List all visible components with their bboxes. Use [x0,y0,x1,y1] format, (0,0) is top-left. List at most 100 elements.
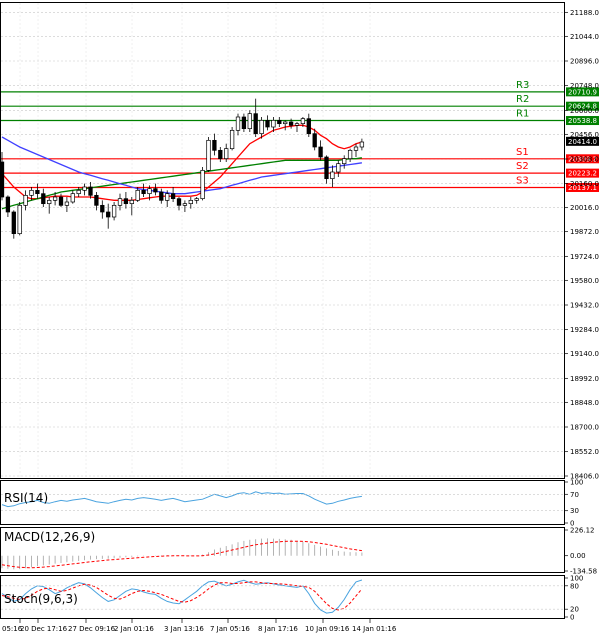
candle-body [153,188,158,193]
ma-line [1,157,362,210]
x-tick-label: 3 Jan 13:16 [164,625,204,633]
candle-body [330,171,335,180]
macd-indicator [1,538,363,570]
y-tick-label: 100 [570,575,583,583]
macd-signal-line [1,540,362,569]
y-tick-label: 0 [570,614,574,622]
y-tick-label: 18406.0 [570,473,599,481]
y-tick-label: 0 [570,520,574,528]
level-label-r2: R2 [516,94,529,105]
y-tick-label: 19724.0 [570,253,599,261]
candle-body [17,204,22,235]
candle-body [147,188,152,195]
candle-body [76,189,81,195]
y-tick-label: 18848.0 [570,399,599,407]
rsi-line [1,491,362,508]
y-axis: 21188.0 21044.0 20896.0 20748.0 20600.0 20456… [564,9,599,622]
candle-body [336,163,341,173]
candle-body [52,196,58,201]
candle-body [106,211,111,218]
candle-body [41,193,46,205]
candle-body [212,139,217,151]
y-tick-label: 21044.0 [570,33,599,41]
x-tick-label: 27 Dec 09:16 [68,625,116,633]
ma-line [1,124,363,201]
y-tick-label: 20748.0 [570,82,599,90]
stoch-indicator [1,579,564,614]
y-tick-label: 19872.0 [570,228,599,236]
candle-body [170,193,176,200]
candle-body [5,196,11,213]
candle-body [23,194,28,206]
candle-body [200,169,205,200]
candle-body [318,146,323,158]
candle-body [306,118,311,135]
y-tick-label: 20 [570,606,579,614]
x-tick-label: 8 Jan 17:16 [258,625,298,633]
candle-body [88,186,93,196]
candle-body [182,203,188,206]
y-tick-label: 18992.0 [570,375,599,383]
candle-body [283,121,288,125]
x-tick-label: 05:16 [2,625,23,633]
rsi-indicator [1,491,564,512]
level-label-s3: S3 [516,175,529,186]
rsi-title: RSI(14) [4,491,48,505]
candle-body [288,121,294,126]
candle-body [253,113,258,135]
candle-body [206,139,211,171]
level-label-r1: R1 [516,109,529,120]
candle-body [135,189,140,201]
y-tick-label: 100 [570,479,583,487]
candle-body [100,204,105,213]
main-pane[interactable] [0,2,565,479]
rsi-pane[interactable] [0,480,565,525]
candle-body [111,204,117,218]
candle-body [129,199,134,205]
level-label-r3: R3 [516,80,529,91]
ma-line [1,136,362,195]
pivot-levels: R3 20710.9 R2 20624.8 R1 20538.8 S1 20309.2 S2 20… [1,80,599,192]
macd-pane[interactable] [0,527,565,573]
candle-body [94,194,99,206]
candle-body [312,133,317,148]
level-price-text: 20223.2 [568,170,597,178]
candle-body [35,189,40,195]
level-price-text: 20137.1 [568,184,597,192]
x-tick-label: 7 Jan 05:16 [210,625,250,633]
x-tick-label: 20 Dec 17:16 [20,625,68,633]
candle-body [300,118,306,125]
y-tick-label: 80 [570,582,579,590]
candle-body [218,149,223,160]
candle-body [277,119,282,125]
moving-averages [1,124,363,210]
candle-body [188,199,193,205]
level-price-tag [566,168,599,178]
y-tick-label: 18700.0 [570,424,599,432]
candle-body [342,158,347,165]
y-tick-label: 30 [570,507,579,515]
candle-body [11,211,16,235]
candle-body [247,113,252,130]
candle-body [241,116,247,130]
stoch-title: Stoch(9,6,3) [4,592,78,606]
y-tick-label: 19140.0 [570,350,599,358]
x-tick-label: 10 Jan 09:16 [305,625,350,633]
stoch-pane[interactable] [0,575,565,619]
current-price-text: 20414.0 [568,138,597,146]
candle-body [159,191,164,201]
y-tick-label: 18552.0 [570,448,599,456]
level-price-tag [566,101,599,111]
y-tick-label: 0.00 [570,552,586,560]
candle-body [70,193,75,203]
y-tick-label: 20896.0 [570,58,599,66]
current-price-tag [566,136,599,146]
level-label-s1: S1 [516,147,529,158]
candle-body [176,198,182,206]
candle-body [82,186,87,191]
candle-body [194,198,199,201]
y-tick-label: 20600.0 [570,107,599,115]
x-tick-label: 14 Jan 01:16 [352,625,397,633]
y-tick-label: 20456.0 [570,131,599,139]
